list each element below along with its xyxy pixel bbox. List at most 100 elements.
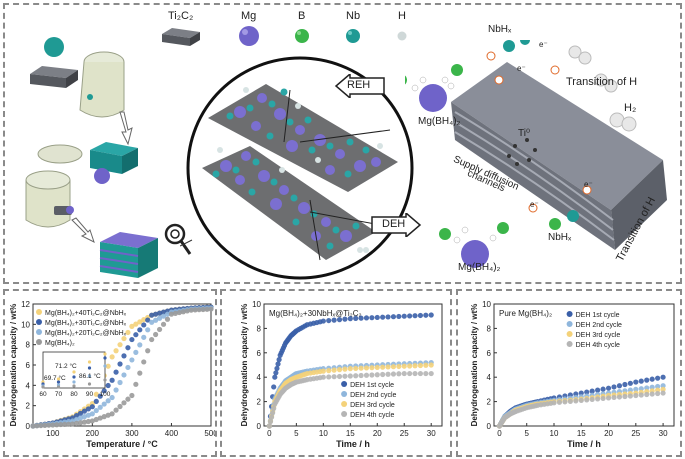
data-point xyxy=(38,422,44,429)
data-point xyxy=(85,412,91,418)
data-point xyxy=(46,422,52,428)
data-point xyxy=(62,421,68,427)
data-point xyxy=(81,414,88,420)
data-point xyxy=(204,306,210,312)
inset-x-tick-label: 60 xyxy=(39,391,47,398)
inset-point xyxy=(87,366,92,370)
data-point xyxy=(172,310,178,316)
data-point xyxy=(30,423,36,429)
data-point xyxy=(93,416,99,423)
data-point xyxy=(176,309,182,316)
data-point xyxy=(633,379,639,385)
data-point xyxy=(622,393,628,400)
y-tick-label: 8 xyxy=(487,324,492,333)
data-point xyxy=(153,311,159,317)
data-point xyxy=(69,421,76,427)
data-point xyxy=(417,362,424,369)
data-point xyxy=(276,357,282,363)
legend-label-nb: Nb xyxy=(346,10,361,22)
data-point xyxy=(93,391,99,397)
data-point xyxy=(274,365,280,372)
y-tick-label: 2 xyxy=(257,398,262,407)
mgbh4-top-label: Mg(BH₄)₂ xyxy=(418,116,461,127)
data-point xyxy=(133,321,139,327)
data-point xyxy=(331,317,337,323)
ti2c2-block xyxy=(30,66,78,88)
data-point xyxy=(423,362,429,368)
central-zoom-ellipse xyxy=(180,56,414,280)
data-point xyxy=(655,375,661,381)
chart-panel-2-frame xyxy=(220,289,452,457)
data-point xyxy=(326,368,332,374)
y-tick-label: 8 xyxy=(26,341,31,350)
data-point xyxy=(121,400,127,406)
data-point xyxy=(644,377,650,383)
series-1 xyxy=(266,312,434,429)
data-point xyxy=(358,372,364,379)
data-point xyxy=(129,392,135,399)
inset-point xyxy=(41,385,45,389)
data-point xyxy=(208,306,214,312)
data-point xyxy=(101,388,107,394)
y-axis-label: Dehydrogenation capacity / wt% xyxy=(470,304,479,427)
mg-atom-icon xyxy=(239,26,259,46)
bottom-nbhx-cluster xyxy=(528,185,592,230)
x-tick-label: 100 xyxy=(46,429,60,438)
series-4 xyxy=(266,370,434,429)
legend-label-h: H xyxy=(398,10,406,22)
data-point xyxy=(412,313,418,319)
electron-label-3: e⁻ xyxy=(584,180,593,189)
data-point xyxy=(137,342,143,348)
data-point xyxy=(93,407,99,414)
data-point xyxy=(363,365,370,371)
data-point xyxy=(164,316,171,322)
data-point xyxy=(385,371,391,377)
data-point xyxy=(270,410,276,416)
data-point xyxy=(374,372,380,378)
data-point xyxy=(638,378,644,384)
data-point xyxy=(153,317,159,323)
data-point xyxy=(141,359,147,365)
x-tick-label: 5 xyxy=(294,429,299,438)
data-point xyxy=(93,398,99,404)
data-point xyxy=(578,390,584,396)
mxene-layer-block xyxy=(405,40,667,268)
data-point xyxy=(638,386,644,392)
top-nbhx-cluster xyxy=(486,40,560,85)
data-point xyxy=(184,308,190,314)
data-point xyxy=(655,383,661,390)
data-point xyxy=(660,390,666,396)
data-point xyxy=(589,388,595,394)
electron-label-1: e⁻ xyxy=(539,40,548,49)
data-point xyxy=(417,370,424,377)
data-point xyxy=(89,411,95,417)
ti2c2-stack-small xyxy=(90,142,138,174)
legend-label: Mg(BH₄)₂ xyxy=(45,340,75,347)
data-point xyxy=(390,314,397,320)
data-point xyxy=(396,363,402,370)
x-tick-label: 25 xyxy=(400,429,409,438)
mg-particle xyxy=(94,168,110,184)
data-point xyxy=(160,321,167,327)
legend-label: Mg(BH₄)₂+20Ti₂C₂@NbHₓ xyxy=(45,330,127,337)
transition-top-label: Transition of H xyxy=(566,76,638,88)
upper-sheet xyxy=(208,84,398,192)
x-tick-label: 200 xyxy=(86,429,100,438)
data-point xyxy=(149,312,155,318)
data-point xyxy=(271,384,277,390)
data-point xyxy=(627,380,633,386)
legend-marker xyxy=(36,329,42,335)
data-point xyxy=(160,309,167,315)
data-point xyxy=(141,334,147,340)
y-tick-label: 0 xyxy=(487,422,492,431)
data-point xyxy=(54,422,60,428)
chart-temperature: 100 200 300 400 500 0 2 4 6 8 10 12 Temperature / °C… xyxy=(9,300,215,449)
data-point xyxy=(622,381,628,388)
data-point xyxy=(407,370,413,377)
inset-point xyxy=(103,352,107,356)
series-4 xyxy=(30,306,214,429)
legend-label-mg: Mg xyxy=(241,10,257,22)
x-tick-label: 25 xyxy=(631,429,640,438)
nbhx-top-label: NbHₓ xyxy=(488,24,512,35)
data-point xyxy=(584,389,590,395)
